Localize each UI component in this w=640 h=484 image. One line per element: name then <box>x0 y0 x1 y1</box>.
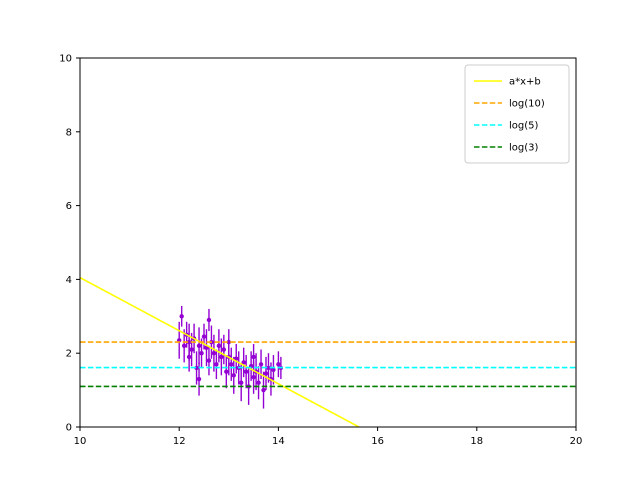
errorbar-point <box>219 354 224 360</box>
y-tick-label: 4 <box>66 275 72 286</box>
errorbar-point <box>271 367 276 373</box>
errorbar-point <box>216 343 222 349</box>
errorbar-point <box>263 371 269 376</box>
y-tick-label: 8 <box>66 127 72 138</box>
x-tick-label: 10 <box>74 436 87 447</box>
errorbar-point <box>186 354 192 360</box>
errorbar-point <box>189 347 194 352</box>
x-tick-label: 12 <box>173 436 186 447</box>
errorbar-point <box>226 339 231 345</box>
errorbar-point <box>196 376 202 382</box>
x-tick-label: 20 <box>570 436 583 447</box>
errorbar-point <box>206 317 212 323</box>
legend-label-log(10): log(10) <box>509 99 545 110</box>
errorbar-point <box>206 358 212 363</box>
errorbar-point <box>211 351 217 356</box>
legend-label-a*x+b: a*x+b <box>509 77 541 88</box>
y-tick-label: 0 <box>66 423 72 434</box>
series-line-a*x+b <box>80 276 361 427</box>
errorbar-point <box>241 360 246 365</box>
y-tick-label: 2 <box>66 349 72 360</box>
errorbar-point <box>256 380 261 385</box>
errorbar-point <box>261 387 266 393</box>
axes-spines <box>79 57 577 428</box>
errorbar-point <box>214 362 219 367</box>
x-tick-label: 18 <box>470 436 483 447</box>
legend-box <box>464 64 570 164</box>
errorbar-point <box>276 362 281 367</box>
errorbar-point <box>229 362 234 367</box>
errorbar-point <box>258 362 264 367</box>
errorbar-point <box>221 347 227 352</box>
errorbar-point <box>179 314 184 319</box>
errorbar-point <box>196 343 202 349</box>
errorbar-point <box>201 334 207 339</box>
errorbar-point <box>239 380 244 385</box>
errorbar-point <box>266 365 271 371</box>
legend-label-log(5): log(5) <box>509 121 539 132</box>
errorbar-point <box>199 351 204 356</box>
errorbar-point <box>181 343 187 349</box>
errorbar-point <box>231 373 236 378</box>
plot-group <box>80 276 576 427</box>
y-tick-label: 6 <box>66 201 72 212</box>
legend-label-log(3): log(3) <box>509 143 539 154</box>
errorbar-point <box>251 374 256 380</box>
errorbar-point <box>224 369 229 374</box>
x-tick-label: 14 <box>272 436 285 447</box>
errorbar-point <box>251 354 256 360</box>
errorbar-point <box>243 369 249 374</box>
x-tick-label: 16 <box>371 436 384 447</box>
y-tick-label: 10 <box>59 54 72 65</box>
legend: a*x+b log(10) log(5) log(3) <box>464 64 570 164</box>
